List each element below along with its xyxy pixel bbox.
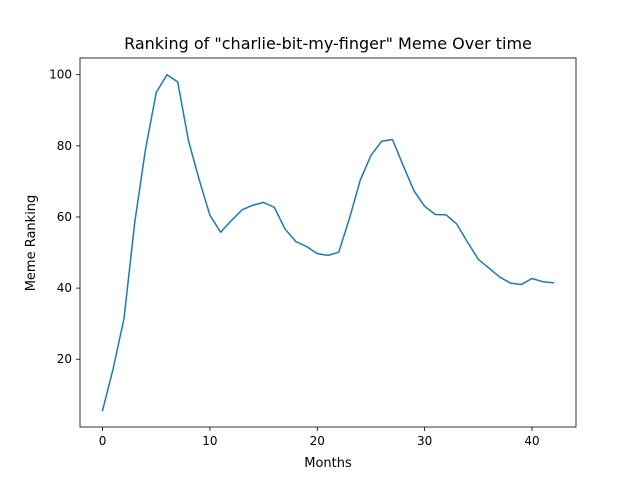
plot-area: 0 10 20 30 40 20 40 60 80 100 (49, 57, 577, 448)
y-tick-label-100: 100 (49, 68, 72, 82)
x-tick-label-40: 40 (524, 434, 539, 448)
y-tick-label-40: 40 (57, 281, 72, 295)
chart-title: Ranking of "charlie-bit-my-finger" Meme … (124, 34, 532, 53)
x-axis-label: Months (304, 456, 352, 471)
y-tick-label-60: 60 (57, 210, 72, 224)
y-tick-label-20: 20 (57, 352, 72, 366)
x-tick-label-30: 30 (417, 434, 432, 448)
x-tick-label-0: 0 (99, 434, 107, 448)
y-tick-label-80: 80 (57, 139, 72, 153)
x-tick-label-10: 10 (202, 434, 217, 448)
series-line-0 (101, 73, 555, 412)
axes-frame (79, 57, 577, 428)
y-axis-label: Meme Ranking (24, 195, 39, 292)
x-tick-label-20: 20 (310, 434, 325, 448)
